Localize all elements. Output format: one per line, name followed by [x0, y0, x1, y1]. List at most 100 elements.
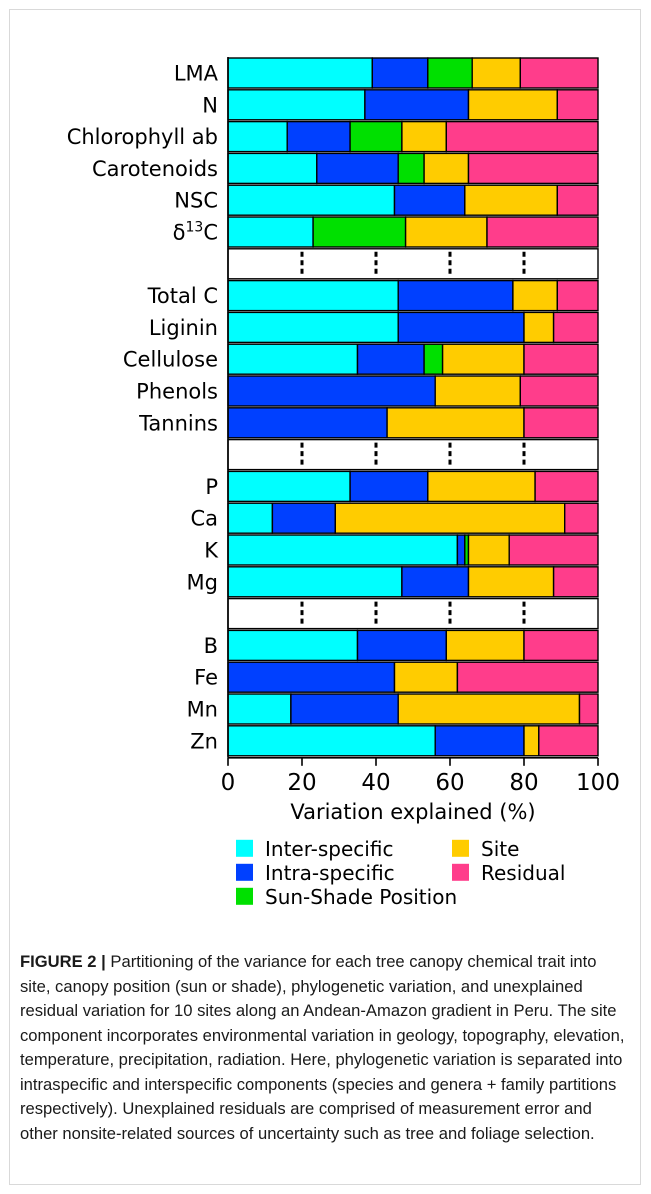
bar-zn-intra-specific [434, 725, 525, 757]
bar-phenols-site [434, 375, 522, 407]
bar-tannins-residual [523, 407, 599, 439]
bar-13c-site [404, 216, 488, 248]
bar-cellulose-residual [523, 343, 599, 375]
legend-swatch-residual [452, 863, 469, 881]
bar-zn-site [523, 725, 540, 757]
bar-mg-inter-specific [227, 566, 403, 598]
row-label-ca: Ca [190, 507, 218, 531]
bar-nsc-inter-specific [227, 184, 396, 216]
bar-chlorophyll-ab-residual [445, 120, 599, 153]
bar-ca-site [334, 502, 566, 534]
bar-lma-site [471, 57, 522, 89]
bar-liginin-intra-specific [397, 311, 525, 344]
x-tick-label: 0 [221, 770, 236, 796]
row-label-chlorophyll-ab: Chlorophyll ab [67, 125, 218, 149]
bar-k-intra-specific [456, 534, 466, 566]
bar-p-site [427, 470, 536, 503]
bar-k-residual [508, 534, 599, 566]
bar-mg-intra-specific [401, 566, 470, 598]
x-tick-label: 40 [361, 770, 390, 796]
row-label-tannins: Tannins [138, 411, 218, 435]
row-label-zn: Zn [190, 729, 218, 753]
bar-nsc-residual [556, 184, 599, 216]
bar-k-site [467, 534, 510, 566]
group-separator [227, 597, 599, 630]
bar-k-inter-specific [227, 534, 459, 566]
bar-13c-sun-shade-position [312, 216, 407, 248]
row-label-mn: Mn [187, 698, 218, 722]
group-separator [227, 248, 599, 280]
group-separators [227, 248, 599, 630]
bar-rows: LMA N Chlorophyll ab Carotenoids NSC δ13C Tota… [67, 57, 599, 757]
row-label-p: P [205, 475, 218, 499]
bar-b-intra-specific [356, 629, 448, 662]
bar-total-c-site [512, 279, 559, 312]
bar-carotenoids-residual [467, 152, 599, 185]
bar-cellulose-sun-shade-position [423, 343, 444, 375]
row-label-liginin: Liginin [149, 316, 218, 340]
bar-total-c-intra-specific [397, 279, 514, 312]
bar-13c-inter-specific [227, 216, 314, 248]
bar-chlorophyll-ab-sun-shade-position [349, 120, 403, 153]
bar-liginin-residual [552, 311, 599, 344]
row-label-mg: Mg [187, 570, 218, 594]
bar-fe-intra-specific [227, 661, 396, 693]
x-tick-label: 80 [509, 770, 538, 796]
x-tick-label: 20 [287, 770, 316, 796]
bar-n-intra-specific [364, 89, 470, 121]
bar-cellulose-intra-specific [356, 343, 425, 375]
row-label-b: B [204, 634, 218, 658]
bar-13c-residual [486, 216, 599, 248]
bar-mn-site [397, 693, 581, 725]
row-label-k: K [204, 539, 219, 563]
bar-cellulose-inter-specific [227, 343, 359, 375]
bar-total-c-residual [556, 279, 599, 312]
bar-ca-inter-specific [227, 502, 274, 534]
row-label-cellulose: Cellulose [123, 348, 218, 372]
bar-lma-residual [519, 57, 599, 89]
bar-carotenoids-intra-specific [316, 152, 399, 185]
row-label-phenols: Phenols [136, 380, 218, 404]
row-label-total-c: Total C [147, 284, 218, 308]
bar-carotenoids-inter-specific [227, 152, 318, 185]
x-axis: 0 20 40 60 80 100 [221, 57, 620, 796]
bar-nsc-intra-specific [393, 184, 466, 216]
bar-nsc-site [464, 184, 558, 216]
bar-chlorophyll-ab-inter-specific [227, 120, 288, 153]
bar-n-site [467, 89, 559, 121]
bar-b-residual [523, 629, 599, 662]
legend-label-residual: Residual [481, 861, 565, 885]
legend-label-inter-specific: Inter-specific [265, 837, 393, 861]
group-separator [227, 438, 599, 471]
bar-p-intra-specific [349, 470, 429, 503]
bar-ca-intra-specific [271, 502, 336, 534]
bar-lma-inter-specific [227, 57, 374, 89]
bar-fe-residual [456, 661, 599, 693]
bar-carotenoids-site [423, 152, 470, 185]
bar-tannins-site [386, 407, 525, 439]
bar-chlorophyll-ab-site [401, 120, 447, 153]
bar-zn-inter-specific [227, 725, 436, 757]
bar-p-inter-specific [227, 470, 351, 503]
legend-swatch-inter-specific [236, 839, 253, 857]
bar-n-residual [556, 89, 599, 121]
row-label-fe: Fe [194, 666, 218, 690]
row-label-n: N [202, 93, 218, 117]
bar-ca-residual [564, 502, 599, 534]
x-tick-label: 100 [576, 770, 620, 796]
bar-total-c-inter-specific [227, 279, 399, 312]
bar-phenols-residual [519, 375, 599, 407]
legend-label-intra-specific: Intra-specific [265, 861, 395, 885]
bar-n-inter-specific [227, 89, 366, 121]
stacked-bar-chart: LMA N Chlorophyll ab Carotenoids NSC δ13C Tota… [67, 57, 620, 909]
legend-swatch-site [452, 839, 469, 857]
legend-swatch-sun-shade-position [236, 887, 253, 905]
bar-cellulose-site [441, 343, 525, 375]
bar-tannins-intra-specific [227, 407, 388, 439]
x-axis-label: Variation explained (%) [290, 800, 535, 824]
caption-label: FIGURE 2 | [20, 952, 106, 971]
bar-fe-site [393, 661, 459, 693]
bar-p-residual [534, 470, 599, 503]
figure-caption: FIGURE 2 | Partitioning of the variance … [20, 950, 625, 1146]
bar-b-inter-specific [227, 629, 359, 662]
